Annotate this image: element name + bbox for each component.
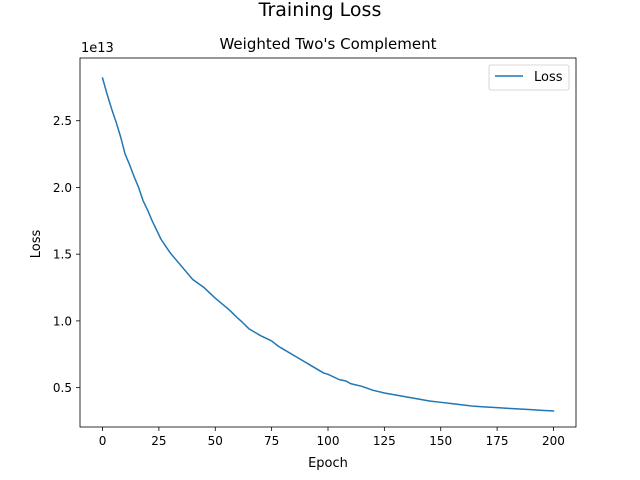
x-tick-label: 50	[208, 434, 223, 448]
y-tick-label: 2.0	[53, 181, 72, 195]
legend-label-loss: Loss	[534, 70, 563, 85]
x-tick-label: 0	[99, 434, 107, 448]
axes-frame	[79, 57, 577, 428]
x-tick-label: 75	[264, 434, 279, 448]
x-axis-ticks: 0 25 50 75 100 125 150 175 200	[99, 427, 565, 448]
y-tick-label: 2.5	[53, 114, 72, 128]
plot-area	[79, 57, 577, 428]
y-tick-label: 1.0	[53, 314, 72, 328]
chart-title: Weighted Two's Complement	[219, 35, 436, 53]
x-tick-label: 25	[151, 434, 166, 448]
y-tick-label: 1.5	[53, 248, 72, 262]
y-tick-label: 0.5	[53, 381, 72, 395]
series-line-loss	[101, 77, 555, 412]
y-axis-ticks: 0.5 1.0 1.5 2.0 2.5	[53, 114, 80, 395]
x-tick-label: 200	[542, 434, 565, 448]
x-tick-label: 150	[429, 434, 452, 448]
y-axis-offset-label: 1e13	[81, 41, 114, 56]
x-tick-label: 175	[486, 434, 509, 448]
x-axis-label: Epoch	[308, 456, 348, 471]
legend-frame	[488, 64, 570, 91]
legend: Loss	[488, 64, 570, 91]
x-tick-label: 125	[373, 434, 396, 448]
y-axis-label: Loss	[29, 230, 44, 259]
x-tick-label: 100	[317, 434, 340, 448]
figure-suptitle: Training Loss	[258, 0, 382, 21]
